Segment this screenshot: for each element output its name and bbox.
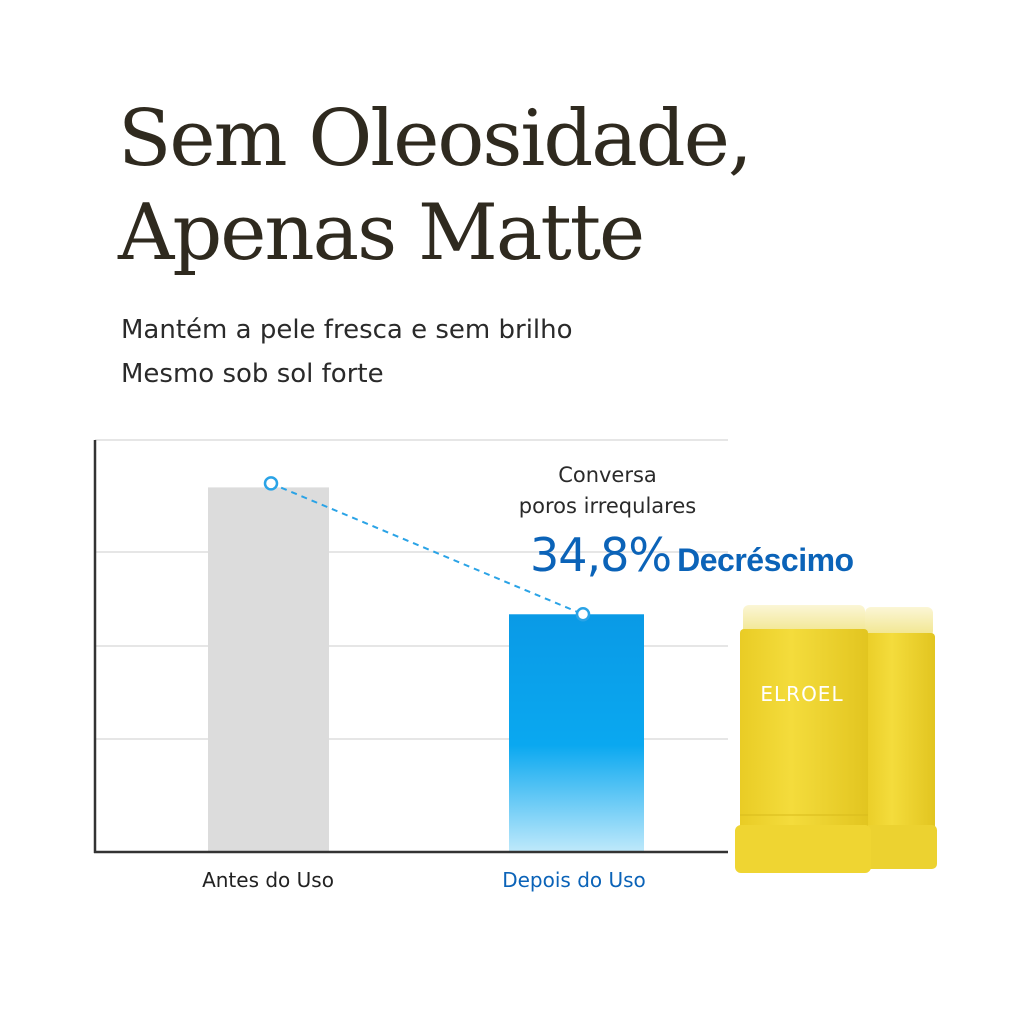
decrease-percent: 34,8% (530, 528, 672, 582)
data-point-marker (263, 476, 279, 491)
bar-after (509, 614, 644, 852)
x-tick-label-before: Antes do Uso (202, 868, 334, 892)
annotation-label: Conversa poros irrequlares (480, 460, 735, 522)
subtitle-line-2: Mesmo sob sol forte (121, 359, 384, 389)
subtitle: Mantém a pele fresca e sem brilho Mesmo … (121, 308, 573, 396)
decrease-word: Decréscimo (677, 542, 854, 578)
annotation-line-2: poros irrequlares (518, 494, 697, 518)
decrease-callout: 34,8% Decréscimo (530, 528, 854, 582)
bar-before (208, 487, 329, 852)
product-image-sunscreen-stick: ELROEL (735, 605, 937, 873)
title-line-2: Apenas Matte (118, 188, 645, 278)
product-brand-label: ELROEL (760, 682, 843, 706)
data-point-marker (575, 607, 591, 622)
title-line-1: Sem Oleosidade, (118, 94, 753, 184)
subtitle-line-1: Mantém a pele fresca e sem brilho (121, 315, 573, 345)
page-title: Sem Oleosidade, Apenas Matte (118, 92, 753, 280)
x-tick-label-after: Depois do Uso (502, 868, 646, 892)
connector-dashed-line (270, 482, 584, 616)
annotation-line-1: Conversa (558, 463, 657, 487)
